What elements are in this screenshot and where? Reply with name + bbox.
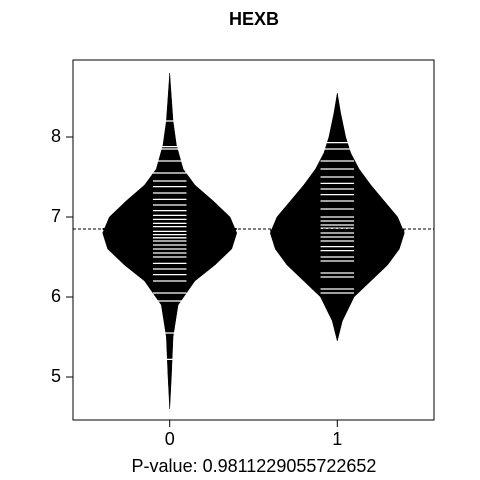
bean-half	[102, 72, 170, 410]
x-tick-label: 1	[332, 429, 342, 449]
bean-half	[169, 72, 238, 410]
y-tick-label: 8	[51, 126, 61, 146]
y-tick-label: 7	[51, 206, 61, 226]
bean-half	[269, 92, 338, 342]
x-tick-label: 0	[165, 429, 175, 449]
y-tick-label: 5	[51, 366, 61, 386]
plot-frame	[72, 59, 435, 421]
bean-half	[337, 92, 405, 342]
chart-title: HEXB	[229, 9, 279, 29]
x-axis-label: P-value: 0.9811229055722652	[132, 456, 377, 476]
y-tick-label: 6	[51, 286, 61, 306]
